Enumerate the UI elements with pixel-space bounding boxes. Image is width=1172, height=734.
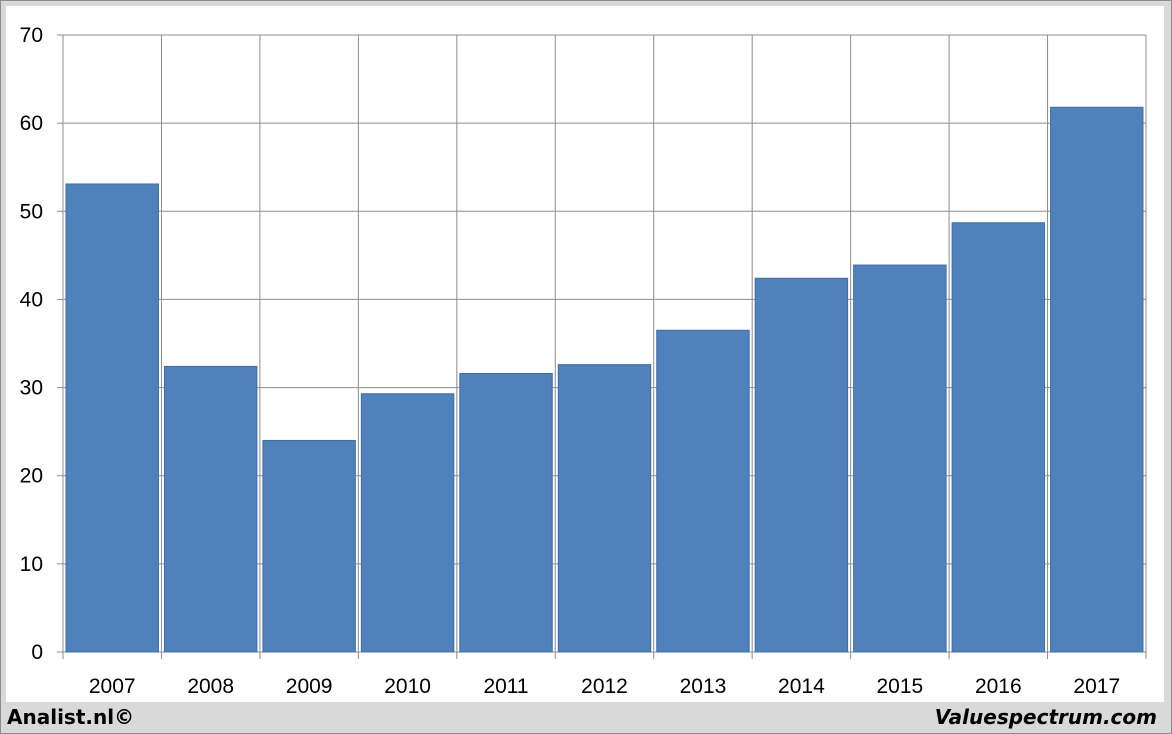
bar-chart: 0 10 20 30 40 50 60 70 2007 2008 2009 2010 2011 2012 2… bbox=[20, 24, 1147, 698]
x-tick-label: 2017 bbox=[1073, 675, 1120, 698]
x-tick-label: 2013 bbox=[680, 675, 727, 698]
bar-2016 bbox=[951, 222, 1046, 653]
bar-2009 bbox=[262, 439, 356, 653]
y-tick-label: 70 bbox=[20, 24, 43, 47]
y-tick-label: 40 bbox=[20, 288, 43, 311]
bar-2010 bbox=[360, 393, 455, 653]
x-tick-label: 2010 bbox=[384, 675, 431, 698]
y-tick-label: 30 bbox=[20, 377, 43, 400]
x-tick-label: 2007 bbox=[89, 675, 136, 698]
x-tick-label: 2016 bbox=[975, 675, 1022, 698]
bar-2015 bbox=[853, 264, 947, 653]
footer-source-left: Analist.nl© bbox=[7, 705, 135, 729]
y-tick-label: 50 bbox=[20, 200, 43, 223]
y-tick-label: 0 bbox=[31, 641, 43, 664]
bar-2007 bbox=[65, 183, 159, 653]
footer-source-right: Valuespectrum.com bbox=[934, 705, 1157, 729]
x-tick-label: 2009 bbox=[286, 675, 333, 698]
bar-2014 bbox=[754, 277, 849, 653]
bar-2017 bbox=[1050, 106, 1144, 653]
y-tick-label: 60 bbox=[20, 112, 43, 135]
bar-2012 bbox=[557, 364, 652, 653]
y-tick-label: 10 bbox=[20, 553, 43, 576]
chart-area: 0 10 20 30 40 50 60 70 2007 2008 2009 2010 2011 2012 2… bbox=[6, 6, 1164, 702]
bar-2013 bbox=[656, 329, 750, 653]
bar-2008 bbox=[163, 365, 258, 653]
x-tick-label: 2011 bbox=[483, 675, 528, 698]
y-tick-label: 20 bbox=[20, 465, 43, 488]
x-tick-label: 2014 bbox=[778, 675, 825, 698]
x-tick-label: 2015 bbox=[877, 675, 924, 698]
x-tick-label: 2008 bbox=[187, 675, 234, 698]
bar-2011 bbox=[459, 372, 553, 653]
x-tick-label: 2012 bbox=[581, 675, 628, 698]
